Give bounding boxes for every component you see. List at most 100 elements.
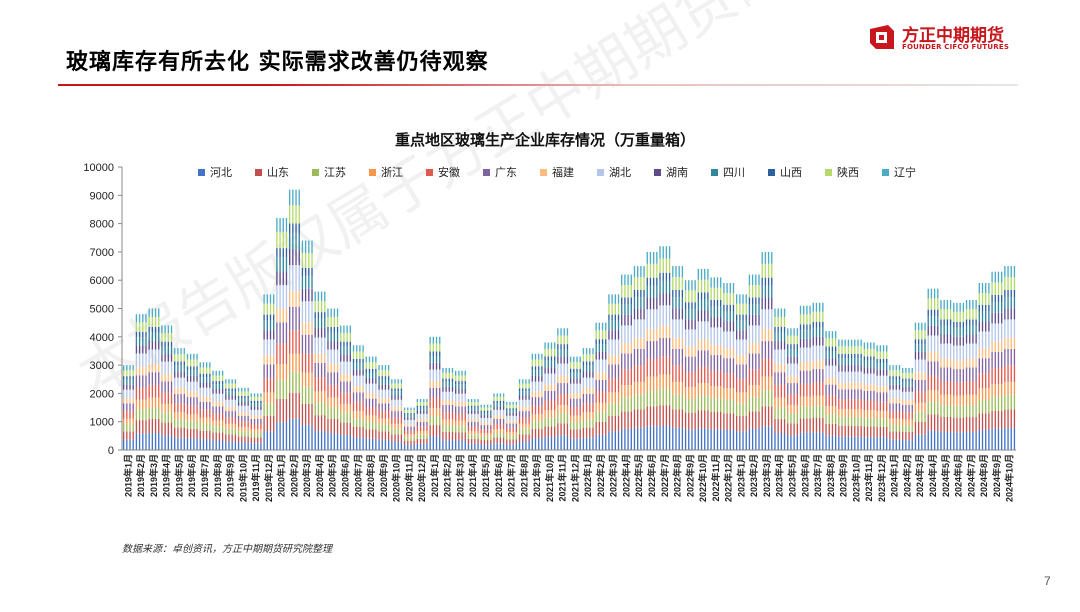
legend-item: 辽宁 [882, 165, 916, 179]
bar-segment-山西 [742, 314, 744, 321]
bar-segment-辽宁 [624, 274, 626, 286]
bar-segment-浙江 [735, 392, 738, 404]
bar-segment-安徽 [831, 395, 834, 407]
bar-segment-山西 [541, 366, 543, 371]
bar-segment-四川 [595, 344, 597, 352]
bar-segment-湖南 [502, 406, 505, 410]
bar-segment-陕西 [787, 335, 789, 345]
bar-segment-安徽 [365, 407, 367, 416]
bar-segment-辽宁 [614, 294, 616, 304]
bar-segment-福建 [419, 418, 422, 422]
bar-segment-湖北 [410, 419, 412, 425]
bar-segment-山西 [978, 304, 980, 312]
bar-segment-陕西 [825, 338, 827, 347]
bar-segment-湖南 [221, 388, 224, 394]
bar-segment-安徽 [285, 343, 288, 365]
bar-segment-安徽 [854, 399, 856, 410]
bar-segment-江苏 [614, 403, 616, 416]
bar-segment-湖北 [190, 381, 192, 392]
bar-segment-福建 [956, 360, 958, 370]
bar-segment-浙江 [269, 392, 272, 404]
bar-segment-安徽 [467, 426, 470, 432]
bar-segment-湖北 [183, 377, 185, 388]
bar-segment-山西 [1004, 289, 1006, 298]
bar-segment-山东 [767, 406, 770, 427]
bar-segment-山西 [544, 356, 546, 361]
bar-segment-湖北 [186, 381, 189, 392]
bar-segment-陕西 [959, 311, 961, 322]
bar-segment-湖北 [330, 349, 332, 364]
bar-segment-山西 [362, 358, 364, 364]
bar-segment-浙江 [298, 353, 300, 372]
bar-segment-山西 [282, 248, 284, 258]
bar-segment-福建 [873, 384, 875, 391]
bar-segment-江苏 [132, 424, 134, 432]
bar-segment-江苏 [400, 428, 403, 435]
bar-segment-福建 [403, 424, 406, 427]
bar-segment-河北 [365, 438, 367, 450]
bar-segment-江苏 [672, 394, 674, 410]
bar-segment-辽宁 [819, 302, 821, 312]
x-tick-label: 2021年7月 [506, 454, 517, 497]
bar-segment-广东 [962, 369, 965, 383]
bar-segment-山东 [633, 409, 636, 428]
bar-segment-河北 [193, 438, 195, 450]
bar-segment-安徽 [697, 366, 700, 383]
bar-segment-山西 [624, 297, 626, 305]
bar-segment-湖北 [416, 413, 419, 419]
month-bar-stack [122, 365, 134, 450]
bar-segment-福建 [688, 346, 690, 357]
bar-segment-山西 [582, 361, 585, 366]
bar-segment-福建 [241, 412, 243, 416]
y-tick-label: 3000 [90, 360, 114, 372]
bar-segment-四川 [876, 363, 878, 370]
legend-swatch [198, 169, 205, 176]
bar-segment-山东 [429, 425, 431, 437]
bar-segment-四川 [362, 363, 364, 370]
bar-segment-河北 [608, 431, 610, 450]
bar-segment-陕西 [490, 407, 492, 411]
bar-segment-山西 [771, 277, 773, 286]
bar-segment-陕西 [266, 303, 268, 315]
bar-segment-山西 [161, 341, 163, 347]
bar-segment-广东 [486, 425, 489, 430]
bar-segment-浙江 [819, 395, 821, 406]
bar-segment-福建 [969, 358, 971, 368]
bar-segment-辽宁 [710, 277, 712, 288]
bar-segment-山东 [902, 431, 904, 441]
bar-segment-江苏 [330, 407, 332, 419]
bar-segment-山西 [1007, 289, 1009, 298]
bar-segment-湖南 [317, 327, 320, 338]
bar-segment-山西 [538, 366, 540, 371]
bar-segment-湖南 [911, 386, 913, 392]
bar-segment-江苏 [161, 412, 163, 423]
bar-segment-陕西 [879, 351, 882, 359]
bar-segment-湖南 [838, 365, 840, 372]
bar-segment-浙江 [202, 417, 205, 424]
bar-segment-辽宁 [949, 300, 952, 310]
bar-segment-辽宁 [333, 308, 336, 317]
bar-segment-江苏 [142, 409, 144, 421]
bar-segment-湖北 [557, 363, 559, 376]
bar-segment-山西 [933, 309, 936, 317]
bar-segment-湖南 [710, 317, 712, 328]
bar-segment-安徽 [193, 405, 195, 415]
bar-segment-安徽 [988, 373, 990, 389]
bar-segment-陕西 [726, 293, 728, 305]
bar-segment-四川 [659, 280, 661, 294]
bar-segment-河北 [260, 443, 262, 450]
bar-segment-山西 [659, 272, 661, 281]
bar-segment-陕西 [630, 285, 632, 298]
bar-segment-江苏 [799, 406, 802, 419]
bar-segment-辽宁 [793, 328, 795, 336]
bar-segment-江苏 [531, 421, 533, 429]
bar-segment-浙江 [796, 404, 798, 414]
bar-segment-四川 [413, 414, 415, 418]
bar-segment-江苏 [873, 417, 875, 427]
bar-segment-山西 [225, 388, 227, 392]
bar-segment-广东 [359, 392, 361, 402]
bar-segment-湖南 [375, 378, 377, 384]
bar-segment-湖北 [538, 381, 540, 392]
bar-segment-广东 [461, 406, 463, 414]
bar-segment-辽宁 [221, 370, 224, 376]
